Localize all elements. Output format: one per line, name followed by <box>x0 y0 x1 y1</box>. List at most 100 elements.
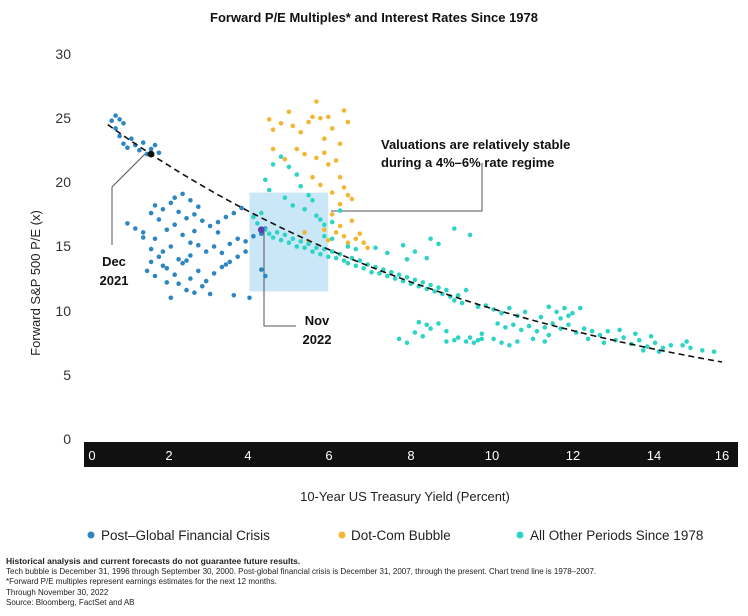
scatter-point-series-1 <box>322 136 327 141</box>
scatter-point-series-2 <box>345 260 351 266</box>
scatter-point-series-0 <box>140 235 146 240</box>
scatter-point-series-2 <box>680 343 685 348</box>
scatter-point-series-2 <box>424 255 430 261</box>
scatter-point-series-0 <box>215 219 221 225</box>
y-tick-label: 25 <box>55 110 71 126</box>
scatter-point-series-2 <box>329 236 335 242</box>
scatter-point-series-1 <box>302 151 307 157</box>
scatter-point-series-2 <box>428 326 433 331</box>
scatter-point-series-0 <box>231 210 237 216</box>
scatter-point-series-2 <box>617 327 622 333</box>
scatter-point-series-0 <box>219 264 225 270</box>
scatter-point-series-2 <box>310 249 315 254</box>
scatter-point-series-2 <box>392 276 398 281</box>
scatter-point-series-0 <box>188 240 193 245</box>
scatter-point-series-0 <box>215 230 221 235</box>
scatter-point-series-2 <box>459 300 465 306</box>
scatter-point-series-2 <box>274 230 280 235</box>
scatter-point-series-2 <box>420 280 426 285</box>
dec-2021-point <box>147 150 155 158</box>
scatter-point-series-2 <box>566 322 571 328</box>
scatter-point-series-2 <box>562 305 567 311</box>
scatter-point-series-1 <box>270 127 276 132</box>
scatter-point-series-1 <box>318 182 323 188</box>
scatter-point-series-2 <box>290 203 296 208</box>
x-tick-label: 6 <box>325 448 332 463</box>
scatter-point-series-0 <box>117 117 122 122</box>
x-tick-label: 8 <box>407 448 414 463</box>
scatter-point-series-2 <box>286 164 292 170</box>
scatter-point-series-2 <box>444 339 449 344</box>
y-axis: 30 25 20 15 10 5 0 <box>55 46 71 447</box>
scatter-point-series-0 <box>117 133 122 139</box>
scatter-point-series-1 <box>290 123 296 129</box>
scatter-point-series-2 <box>400 242 406 248</box>
scatter-point-series-2 <box>570 310 575 316</box>
scatter-point-series-2 <box>546 304 552 310</box>
scatter-point-series-2 <box>471 340 477 346</box>
scatter-point-series-1 <box>326 162 331 167</box>
x-tick-label: 2 <box>165 448 172 463</box>
scatter-point-series-0 <box>235 236 240 242</box>
scatter-point-series-1 <box>322 227 327 233</box>
scatter-point-series-0 <box>164 280 170 285</box>
scatter-point-series-2 <box>251 214 256 220</box>
scatter-point-series-0 <box>203 249 209 254</box>
scatter-point-series-2 <box>329 249 335 254</box>
scatter-point-series-0 <box>133 226 138 231</box>
scatter-point-series-2 <box>306 241 311 247</box>
dec-2021-label-line1: Dec <box>102 254 126 269</box>
scatter-point-series-0 <box>180 191 185 197</box>
scatter-point-series-2 <box>294 244 300 249</box>
scatter-point-series-2 <box>491 336 496 342</box>
scatter-point-series-2 <box>263 177 268 183</box>
scatter-point-series-0 <box>207 291 213 297</box>
scatter-point-series-2 <box>345 244 351 249</box>
scatter-point-series-0 <box>184 216 189 221</box>
scatter-point-series-1 <box>337 223 343 229</box>
scatter-point-series-2 <box>499 340 504 346</box>
scatter-point-series-0 <box>200 284 205 289</box>
scatter-point-series-2 <box>322 233 327 239</box>
scatter-point-series-2 <box>306 192 311 198</box>
scatter-point-series-0 <box>259 267 264 272</box>
scatter-point-series-0 <box>109 118 114 123</box>
scatter-point-series-2 <box>589 328 595 334</box>
scatter-point-series-0 <box>156 254 162 260</box>
scatter-point-series-2 <box>318 251 323 257</box>
nov-2022-point <box>257 226 265 234</box>
scatter-point-series-2 <box>298 239 304 244</box>
nov-2022-label-line2: 2022 <box>303 332 332 347</box>
scatter-point-series-2 <box>278 154 284 159</box>
scatter-point-series-2 <box>463 339 469 344</box>
scatter-point-series-2 <box>416 319 422 325</box>
scatter-point-series-2 <box>436 241 441 247</box>
scatter-point-series-0 <box>188 198 193 203</box>
scatter-point-series-0 <box>113 126 118 131</box>
scatter-point-series-2 <box>333 255 339 261</box>
scatter-point-series-1 <box>345 119 351 125</box>
scatter-point-series-2 <box>546 332 552 338</box>
scatter-point-series-0 <box>192 228 197 234</box>
scatter-point-series-2 <box>412 249 418 254</box>
scatter-point-series-0 <box>148 246 154 252</box>
valuation-annotation-line1: Valuations are relatively stable <box>381 137 570 152</box>
scatter-point-series-2 <box>455 335 461 340</box>
x-tick-label: 14 <box>647 448 661 463</box>
scatter-point-series-0 <box>200 218 205 224</box>
x-tick-label: 10 <box>485 448 499 463</box>
scatter-point-series-0 <box>164 227 170 233</box>
scatter-point-series-1 <box>318 115 323 121</box>
scatter-point-series-0 <box>121 141 126 147</box>
scatter-point-series-0 <box>219 250 225 256</box>
scatter-point-series-1 <box>353 236 359 242</box>
scatter-point-series-0 <box>247 295 252 301</box>
scatter-point-series-2 <box>270 235 276 240</box>
scatter-point-series-1 <box>314 155 319 161</box>
scatter-point-series-2 <box>326 254 331 260</box>
scatter-point-series-2 <box>463 287 469 293</box>
scatter-point-series-2 <box>554 309 559 315</box>
scatter-point-series-1 <box>310 174 315 180</box>
scatter-point-series-2 <box>420 334 426 339</box>
scatter-point-series-0 <box>211 244 217 249</box>
